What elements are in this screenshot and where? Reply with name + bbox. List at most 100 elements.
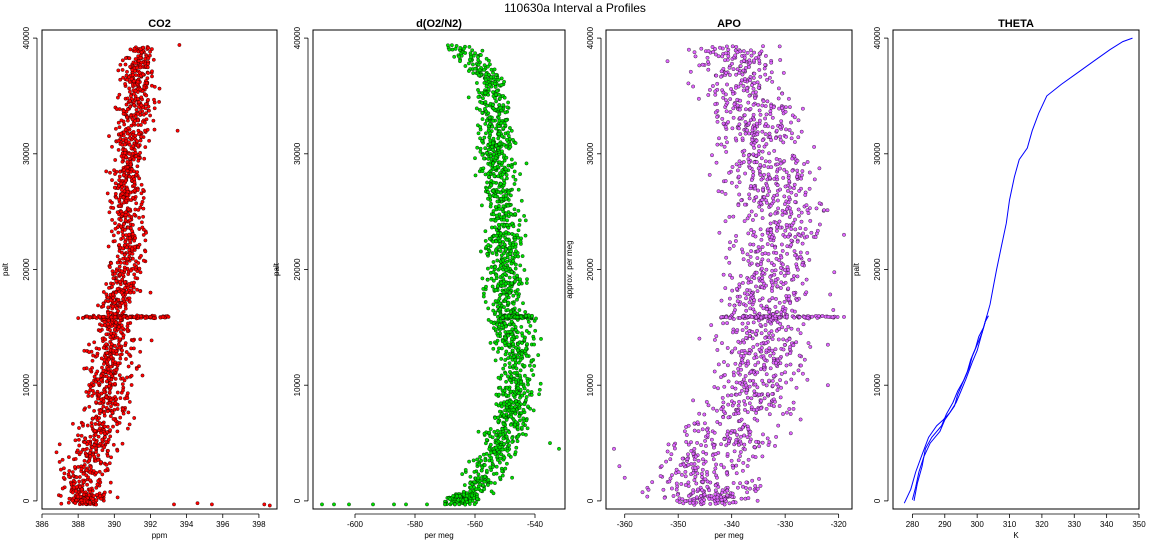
scatter-point: [506, 100, 510, 105]
scatter-point: [778, 58, 783, 62]
scatter-point: [504, 211, 509, 216]
scatter-point: [109, 331, 113, 336]
scatter-point: [526, 382, 530, 387]
scatter-point: [127, 56, 132, 61]
scatter-point: [755, 370, 760, 375]
scatter-point: [88, 489, 92, 494]
scatter-point: [734, 184, 739, 189]
scatter-point: [483, 100, 488, 104]
scatter-point: [507, 453, 511, 457]
scatter-point: [498, 238, 502, 243]
scatter-point: [102, 362, 106, 366]
scatter-point: [736, 203, 741, 208]
scatter-point: [705, 55, 710, 60]
scatter-point: [513, 141, 518, 145]
scatter-point: [487, 458, 492, 463]
scatter-point: [755, 498, 760, 503]
scatter-point: [781, 176, 786, 180]
scatter-point: [116, 297, 121, 302]
scatter-point: [519, 236, 523, 241]
scatter-point: [769, 329, 774, 334]
scatter-point: [751, 86, 756, 91]
scatter-point: [521, 407, 526, 412]
scatter-point: [737, 381, 742, 385]
scatter-point: [523, 310, 528, 314]
scatter-point: [498, 181, 503, 186]
scatter-point: [719, 298, 724, 303]
scatter-point: [494, 72, 499, 77]
scatter-point: [450, 43, 454, 48]
scatter-point: [506, 356, 511, 360]
scatter-point: [121, 309, 126, 314]
scatter-point: [711, 457, 716, 462]
scatter-point: [117, 107, 122, 111]
scatter-point: [759, 406, 763, 411]
scatter-point: [108, 434, 113, 439]
scatter-point: [120, 441, 125, 446]
scatter-point: [98, 315, 102, 319]
scatter-point: [498, 293, 502, 298]
scatter-point: [473, 51, 477, 56]
scatter-point: [686, 480, 691, 485]
scatter-point: [96, 377, 100, 382]
scatter-point: [760, 270, 765, 275]
scatter-point: [774, 297, 778, 301]
scatter-point: [130, 246, 135, 251]
scatter-point: [789, 238, 794, 243]
scatter-point: [758, 163, 763, 167]
scatter-point: [102, 493, 106, 497]
scatter-point: [493, 218, 498, 223]
scatter-point: [493, 155, 498, 160]
scatter-point: [117, 320, 122, 325]
scatter-point: [498, 385, 503, 390]
scatter-point: [734, 72, 738, 77]
scatter-point: [509, 414, 514, 419]
scatter-point: [741, 484, 745, 489]
scatter-point: [764, 112, 769, 117]
scatter-point: [761, 381, 766, 386]
scatter-point: [125, 290, 129, 295]
scatter-point: [120, 68, 125, 72]
scatter-point: [479, 53, 483, 57]
y-tick-label: 40000: [586, 26, 595, 49]
scatter-point: [491, 180, 496, 185]
scatter-point: [515, 439, 520, 444]
scatter-point: [749, 178, 754, 182]
scatter-point: [724, 255, 729, 260]
scatter-point: [802, 357, 807, 362]
scatter-point: [520, 333, 525, 338]
scatter-point: [482, 68, 487, 72]
scatter-point: [713, 92, 718, 97]
scatter-point: [770, 392, 775, 396]
scatter-point: [793, 227, 798, 232]
scatter-point: [716, 386, 720, 391]
x-tick-label: -320: [831, 520, 848, 529]
scatter-point: [525, 389, 530, 393]
scatter-point: [110, 269, 115, 274]
scatter-point: [770, 79, 775, 84]
scatter-point: [74, 475, 79, 480]
scatter-point: [743, 120, 748, 124]
scatter-point: [496, 136, 501, 141]
scatter-point: [756, 166, 761, 171]
x-axis-label: per meg: [714, 531, 743, 540]
scatter-point: [492, 429, 497, 434]
scatter-point: [120, 191, 125, 196]
scatter-point: [127, 400, 132, 404]
scatter-point: [118, 77, 123, 82]
scatter-point: [116, 120, 121, 125]
scatter-point: [517, 282, 521, 286]
scatter-point: [685, 457, 690, 461]
scatter-point: [117, 183, 121, 188]
scatter-point: [659, 464, 664, 468]
scatter-point: [738, 64, 743, 68]
scatter-point: [497, 225, 502, 230]
scatter-point: [106, 295, 111, 300]
scatter-point: [739, 417, 744, 422]
scatter-point: [743, 77, 747, 81]
scatter-point: [722, 360, 726, 364]
scatter-point: [753, 96, 757, 100]
scatter-point: [773, 245, 777, 250]
scatter-point: [812, 177, 817, 182]
scatter-point: [731, 244, 736, 248]
